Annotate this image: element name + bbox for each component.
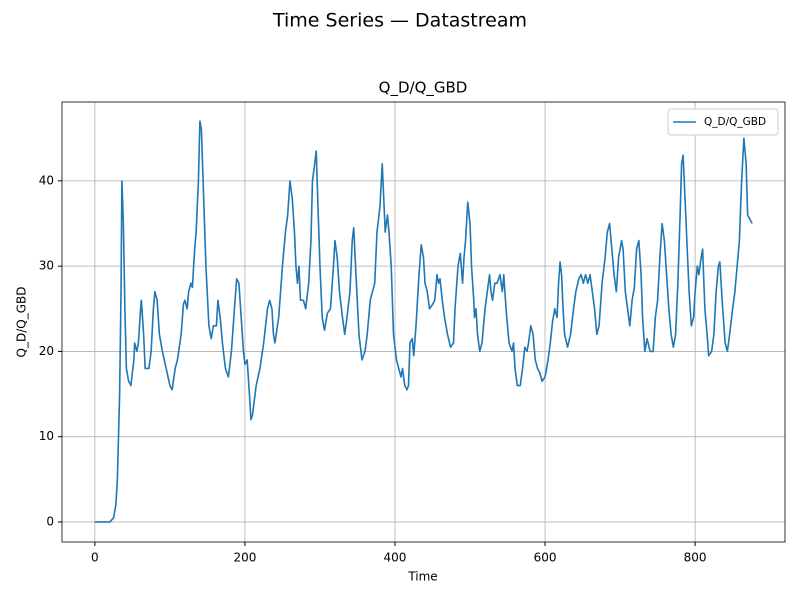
legend: Q_D/Q_GBD	[667, 108, 779, 136]
x-tick-label: 0	[91, 551, 99, 565]
legend-box	[667, 108, 779, 136]
x-axis-label: Time	[407, 570, 437, 584]
y-tick-label: 10	[39, 429, 54, 443]
plot-frame	[61, 101, 786, 543]
y-tick-label: 30	[39, 259, 54, 273]
suptitle: Time Series — Datastream	[272, 10, 527, 32]
chart-title: Q_D/Q_GBD	[379, 79, 468, 98]
legend-label: Q_D/Q_GBD	[704, 116, 766, 128]
x-tick-label: 600	[534, 551, 557, 565]
line-series	[94, 120, 753, 523]
y-tick-label: 20	[39, 344, 54, 358]
y-tick-label: 0	[46, 514, 54, 528]
x-tick-label: 200	[233, 551, 256, 565]
y-axis-label: Q_D/Q_GBD	[15, 287, 29, 358]
x-tick-label: 400	[384, 551, 407, 565]
x-tick-label: 800	[684, 551, 707, 565]
y-tick-label: 40	[39, 173, 54, 187]
